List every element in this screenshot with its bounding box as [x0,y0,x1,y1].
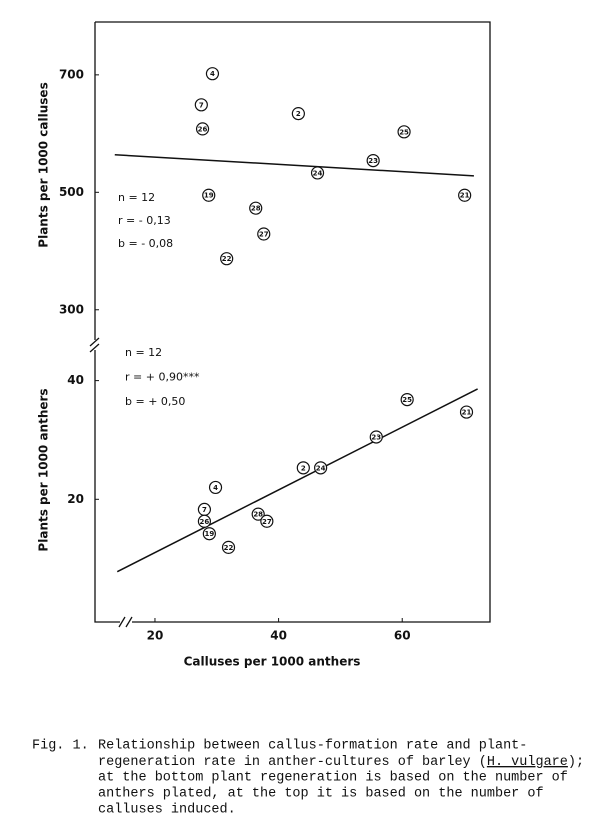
point-label: 26 [200,518,210,526]
stat-annotation: r = + 0,90*** [125,371,200,384]
data-point [205,67,220,81]
point-label: 4 [213,484,218,492]
y-tick-label: 700 [59,67,84,81]
y-axis-label: Plants per 1000 calluses [37,82,51,247]
data-point [202,188,216,202]
y-tick-label: 500 [59,185,84,199]
data-point [310,166,325,180]
data-point [251,507,265,521]
data-point [291,107,305,121]
data-point [194,98,208,112]
caption-line: anthers plated, at the top it is based o… [98,787,544,802]
data-point [208,480,223,495]
data-point [296,461,310,475]
point-label: 27 [262,518,272,526]
data-point [220,252,234,266]
point-label: 21 [462,409,472,417]
point-label: 24 [313,169,323,177]
caption-label: Fig. 1. [32,739,89,754]
data-point [369,430,383,444]
data-point [202,527,216,541]
data-point [197,514,212,528]
point-label: 25 [402,396,412,404]
point-label: 26 [198,125,208,133]
frame [89,21,491,628]
stat-annotation: r = - 0,13 [118,214,171,227]
point-label: 19 [204,192,214,200]
x-tick-label: 20 [147,629,164,643]
caption-text: regeneration rate in anther-cultures of … [98,755,487,770]
point-label: 23 [371,433,381,441]
data-point [314,461,328,475]
y-axis-label: Plants per 1000 anthers [37,388,51,551]
data-point [221,540,236,554]
stat-annotation: n = 12 [125,346,162,359]
caption-line: calluses induced. [98,803,236,818]
data-point [400,393,414,407]
point-label: 22 [224,544,234,552]
point-label: 27 [259,231,269,239]
point-label: 28 [253,511,263,519]
point-label: 4 [210,70,215,78]
axis-break [118,616,133,628]
y-tick-label: 40 [67,373,84,387]
point-label: 21 [460,192,470,200]
data-point [458,188,472,202]
data-point [366,153,380,168]
data-point [257,227,271,241]
data-point [397,125,411,139]
point-label: 7 [199,101,204,109]
data-point [195,122,210,136]
stat-annotation: n = 12 [118,191,155,204]
fit-line [114,153,474,177]
data-point [249,201,263,215]
y-tick-label: 20 [67,492,84,506]
x-tick-label: 40 [270,629,287,643]
point-label: 25 [399,128,409,136]
point-label: 28 [251,205,261,213]
stat-annotation: b = - 0,08 [118,237,173,250]
caption-line: regeneration rate in anther-cultures of … [98,755,584,770]
point-label: 23 [368,157,378,165]
point-label: 24 [316,464,326,472]
caption-text: H. vulgare [487,755,568,770]
point-label: 7 [202,506,207,514]
caption-line: Relationship between callus-formation ra… [98,739,527,754]
caption-text: ); [568,755,584,770]
caption-line: at the bottom plant regeneration is base… [98,771,568,786]
x-axis-label: Calluses per 1000 anthers [184,655,361,669]
point-label: 2 [301,464,306,472]
stat-annotation: b = + 0,50 [125,395,185,408]
data-point [459,405,474,419]
data-point [260,514,274,528]
x-tick-label: 60 [394,629,411,643]
point-label: 19 [204,530,214,538]
y-tick-label: 300 [59,302,84,316]
axis-break [89,337,100,353]
point-label: 2 [296,110,301,118]
fit-line [116,388,478,573]
point-label: 22 [222,255,232,263]
